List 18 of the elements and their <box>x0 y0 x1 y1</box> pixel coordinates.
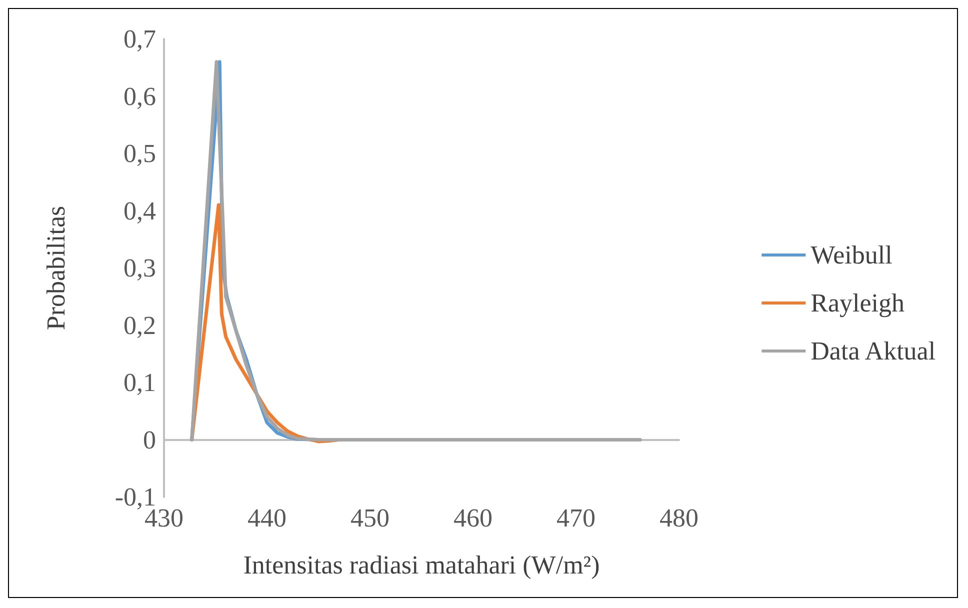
y-tick-label: 0,6 <box>124 82 156 111</box>
x-tick-label: 480 <box>660 504 698 532</box>
y-tick-label: 0,1 <box>124 368 156 397</box>
x-tick-label: 460 <box>454 504 492 532</box>
y-tick-label: 0,5 <box>124 139 156 168</box>
x-axis-title: Intensitas radiasi matahari (W/m²) <box>243 550 600 580</box>
x-tick-label: 470 <box>556 504 596 532</box>
x-tick-label: 440 <box>248 504 286 532</box>
y-tick-label: 0,2 <box>124 310 156 340</box>
y-tick-label: 0 <box>143 425 156 454</box>
y-tick-label: 0,7 <box>124 24 156 54</box>
legend-label: Rayleigh <box>810 288 905 318</box>
legend-label: Weibull <box>810 240 892 270</box>
x-tick-label: 450 <box>350 504 390 532</box>
y-tick-label: 0,3 <box>124 254 156 282</box>
y-tick-label: 0,4 <box>124 196 156 226</box>
y-axis-title: Probabilitas <box>42 206 70 330</box>
legend-label: Data Aktual <box>810 336 936 366</box>
